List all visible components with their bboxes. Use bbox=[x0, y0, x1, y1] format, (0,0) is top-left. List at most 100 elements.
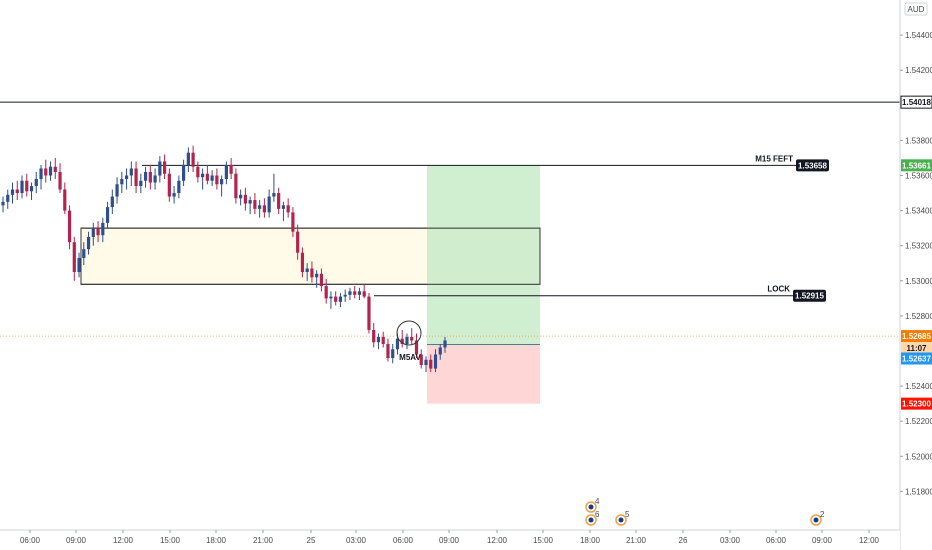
candle-body[interactable] bbox=[153, 175, 157, 183]
candle-body[interactable] bbox=[243, 194, 247, 204]
long-position-profit-zone[interactable] bbox=[427, 165, 540, 345]
candle-body[interactable] bbox=[414, 340, 419, 355]
candle-body[interactable] bbox=[25, 180, 29, 192]
candle-body[interactable] bbox=[96, 228, 100, 236]
candle-body[interactable] bbox=[129, 168, 133, 176]
candle-body[interactable] bbox=[167, 173, 171, 197]
candle-body[interactable] bbox=[286, 205, 290, 213]
candle-body[interactable] bbox=[29, 186, 34, 192]
candle-body[interactable] bbox=[400, 338, 404, 344]
candle-body[interactable] bbox=[224, 164, 228, 180]
candle-body[interactable] bbox=[48, 166, 53, 176]
candle-body[interactable] bbox=[438, 347, 442, 355]
candle-body[interactable] bbox=[124, 175, 129, 180]
candle-body[interactable] bbox=[296, 231, 300, 253]
candle-body[interactable] bbox=[44, 168, 48, 176]
candle-body[interactable] bbox=[367, 296, 371, 330]
candle-body[interactable] bbox=[353, 291, 357, 295]
candle-body[interactable] bbox=[196, 166, 200, 178]
candle-body[interactable] bbox=[82, 249, 86, 258]
candle-body[interactable] bbox=[67, 210, 72, 243]
candle-body[interactable] bbox=[410, 336, 414, 341]
candle-body[interactable] bbox=[429, 359, 433, 369]
candle-body[interactable] bbox=[205, 173, 209, 181]
candle-body[interactable] bbox=[34, 179, 38, 187]
candle-body[interactable] bbox=[338, 296, 343, 302]
candle-body[interactable] bbox=[91, 228, 95, 237]
candle-body[interactable] bbox=[86, 236, 91, 250]
candle-body[interactable] bbox=[258, 205, 262, 209]
m5av-circle[interactable] bbox=[396, 320, 422, 346]
candle-body[interactable] bbox=[291, 212, 295, 232]
candle-body[interactable] bbox=[357, 291, 362, 295]
candle-body[interactable] bbox=[267, 196, 271, 213]
candle-body[interactable] bbox=[248, 200, 252, 204]
candle-body[interactable] bbox=[172, 193, 176, 197]
candle-body[interactable] bbox=[262, 205, 266, 213]
candle-body[interactable] bbox=[134, 168, 138, 187]
candle-body[interactable] bbox=[334, 296, 338, 302]
candle-body[interactable] bbox=[53, 166, 57, 172]
candle-body[interactable] bbox=[162, 161, 167, 174]
candle-body[interactable] bbox=[277, 193, 281, 209]
candle-body[interactable] bbox=[395, 338, 400, 350]
candle-body[interactable] bbox=[110, 196, 114, 208]
candle-body[interactable] bbox=[1, 201, 5, 206]
candle-body[interactable] bbox=[72, 242, 76, 273]
candle-body[interactable] bbox=[77, 257, 81, 273]
candle-body[interactable] bbox=[215, 175, 219, 185]
candle-body[interactable] bbox=[63, 189, 67, 211]
candle-body[interactable] bbox=[386, 343, 390, 359]
candle-body[interactable] bbox=[281, 205, 286, 209]
candle-body[interactable] bbox=[319, 273, 324, 287]
candle-body[interactable] bbox=[10, 189, 15, 195]
candle-body[interactable] bbox=[272, 193, 276, 197]
candle-body[interactable] bbox=[58, 171, 62, 190]
candle-body[interactable] bbox=[315, 273, 319, 278]
candle-body[interactable] bbox=[419, 354, 423, 366]
candle-body[interactable] bbox=[139, 180, 143, 187]
candle-body[interactable] bbox=[6, 194, 10, 202]
candle-body[interactable] bbox=[372, 329, 376, 343]
candle-body[interactable] bbox=[234, 173, 238, 199]
candle-body[interactable] bbox=[443, 340, 447, 348]
candle-body[interactable] bbox=[381, 336, 385, 344]
candle-body[interactable] bbox=[405, 336, 409, 344]
long-position-loss-zone[interactable] bbox=[427, 344, 540, 404]
candle-body[interactable] bbox=[182, 164, 186, 181]
candle-body[interactable] bbox=[329, 296, 333, 299]
candle-body[interactable] bbox=[148, 171, 152, 183]
candle-body[interactable] bbox=[305, 268, 309, 273]
candle-body[interactable] bbox=[239, 194, 243, 199]
candle-body[interactable] bbox=[376, 336, 381, 343]
candle-body[interactable] bbox=[15, 189, 19, 194]
candle-body[interactable] bbox=[220, 179, 224, 185]
candle-body[interactable] bbox=[310, 268, 314, 278]
candle-body[interactable] bbox=[300, 252, 305, 273]
candle-body[interactable] bbox=[229, 164, 233, 174]
time-axis[interactable] bbox=[0, 530, 900, 550]
candle-body[interactable] bbox=[39, 168, 43, 180]
candle-body[interactable] bbox=[158, 161, 162, 176]
candle-body[interactable] bbox=[101, 222, 105, 236]
candle-body[interactable] bbox=[324, 286, 328, 299]
candle-body[interactable] bbox=[186, 152, 190, 165]
price-axis[interactable] bbox=[900, 0, 932, 550]
candle-body[interactable] bbox=[348, 291, 352, 295]
candle-body[interactable] bbox=[191, 152, 195, 167]
candle-body[interactable] bbox=[201, 173, 205, 178]
candle-body[interactable] bbox=[177, 180, 181, 194]
candle-body[interactable] bbox=[391, 349, 395, 359]
candle-body[interactable] bbox=[115, 184, 119, 197]
candle-body[interactable] bbox=[433, 354, 438, 369]
candle-body[interactable] bbox=[143, 171, 148, 181]
candle-body[interactable] bbox=[362, 291, 366, 297]
candle-body[interactable] bbox=[253, 200, 257, 209]
candle-body[interactable] bbox=[343, 294, 347, 297]
candle-body[interactable] bbox=[424, 359, 428, 366]
candle-body[interactable] bbox=[105, 207, 110, 223]
candle-body[interactable] bbox=[20, 180, 24, 194]
candle-body[interactable] bbox=[120, 179, 124, 185]
